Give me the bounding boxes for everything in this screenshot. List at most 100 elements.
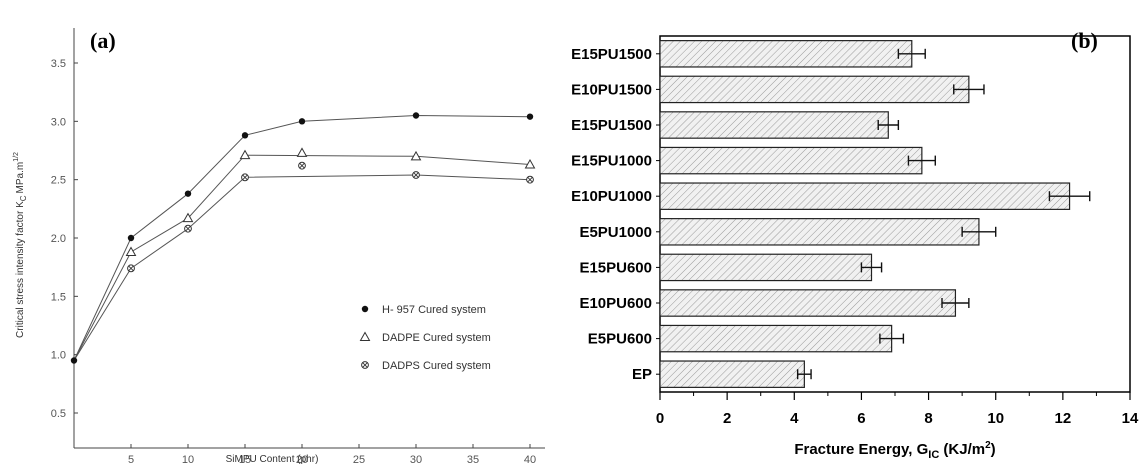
bar [659, 360, 805, 388]
x-tick-label: 20 [296, 454, 308, 464]
category-label: E5PU600 [588, 331, 652, 348]
panel-a-label: (a) [90, 28, 116, 53]
bar-group: E10PU600 [579, 289, 970, 317]
x-tick-label: 6 [857, 410, 865, 427]
y-tick-label: 3.0 [51, 116, 66, 128]
x-tick-label: 15 [239, 454, 251, 464]
bar-group: E15PU1000 [571, 146, 936, 175]
panel-b-x-ticks: 0 2 4 6 8 10 12 14 [656, 392, 1139, 427]
data-point [412, 171, 420, 179]
panel-a-line-chart: (a) 0.5 1.0 1.5 2.0 2.5 3.0 3.5 5 10 15 20 25 30 35 4… [13, 28, 545, 464]
data-point [412, 112, 420, 119]
bar-group: E5PU600 [588, 324, 905, 353]
bar [659, 111, 889, 139]
category-label: E10PU1000 [571, 188, 652, 205]
y-tick-label: 1.0 [51, 350, 66, 362]
data-point [241, 173, 249, 182]
panel-a-x-axis-title: SiMPU Content (phr) [226, 454, 319, 464]
x-tick-label: 0 [656, 410, 664, 427]
bar-group: E5PU1000 [579, 218, 997, 246]
series-2 [73, 147, 536, 361]
origin-point [70, 357, 78, 364]
bar-group: E10PU1000 [571, 182, 1091, 210]
data-point [127, 264, 135, 273]
x-tick-label: 8 [924, 410, 932, 427]
category-label: E15PU1500 [571, 117, 652, 134]
data-point [125, 246, 137, 256]
data-point [184, 224, 192, 233]
y-tick-label: 0.5 [51, 408, 66, 420]
data-point [298, 161, 306, 170]
bar [659, 40, 913, 68]
x-tick-label: 35 [467, 454, 479, 464]
x-tick-label: 12 [1055, 410, 1072, 427]
data-point [127, 234, 135, 242]
bar [659, 146, 923, 175]
panel-a-series [70, 112, 536, 364]
y-title-sup: 1/2 [13, 152, 20, 162]
x-tick-label: 10 [182, 454, 194, 464]
x-tick-label: 4 [790, 410, 799, 427]
legend-label: DADPS Cured system [382, 360, 491, 372]
series-3 [73, 161, 534, 361]
y-tick-label: 2.5 [51, 175, 66, 187]
series-line [73, 154, 531, 361]
legend-marker [361, 361, 369, 369]
y-tick-label: 1.5 [51, 291, 66, 303]
y-title-sub: C [19, 195, 28, 201]
bar-group: E15PU600 [579, 253, 883, 282]
x-tick-label: 10 [987, 410, 1004, 427]
x-title-sup: 2 [985, 440, 991, 451]
category-label: E15PU600 [579, 259, 652, 276]
bar [659, 218, 980, 246]
data-point [241, 132, 249, 139]
data-point [526, 113, 534, 120]
series-1 [73, 112, 534, 361]
y-tick-label: 3.5 [51, 58, 66, 70]
legend-marker [361, 305, 369, 313]
category-label: E10PU600 [579, 295, 652, 312]
panel-b-x-axis-title: Fracture Energy, GIC (KJ/m2) [794, 440, 995, 461]
bar [659, 289, 957, 317]
x-tick-label: 5 [128, 454, 134, 464]
bar [659, 324, 893, 353]
bar-group: EP [632, 360, 812, 388]
x-tick-label: 30 [410, 454, 422, 464]
y-title-main: Critical stress intensity factor K [15, 201, 26, 338]
panel-b-label: (b) [1071, 28, 1098, 53]
data-point [296, 147, 308, 157]
category-label: E5PU1000 [579, 224, 652, 241]
category-label: E15PU1500 [571, 46, 652, 63]
x-title-unit-post: ) [991, 441, 996, 458]
bar [659, 182, 1071, 210]
legend-label: DADPE Cured system [382, 332, 491, 344]
legend-marker [359, 331, 371, 341]
bar-group: E15PU1500 [571, 40, 926, 68]
data-point [524, 158, 536, 169]
series-line [73, 174, 531, 361]
y-tick-label: 2.0 [51, 233, 66, 245]
data-point [184, 190, 192, 197]
panel-b-bar-chart: (b) E15PU1500 E10PU1500 E15PU1500 E15PU1000… [571, 28, 1139, 461]
bar [659, 75, 970, 104]
data-point [239, 149, 251, 160]
category-label: EP [632, 366, 652, 383]
x-title-unit-pre: (KJ/m [939, 441, 985, 458]
data-point [526, 175, 534, 184]
panel-a-x-ticks: 5 10 15 20 25 30 35 40 [128, 444, 536, 464]
x-tick-label: 2 [723, 410, 731, 427]
panel-a-legend: H- 957 Cured system DADPE Cured system DAD… [359, 304, 491, 372]
x-title-main: Fracture Energy, G [794, 441, 928, 458]
data-point [182, 212, 194, 223]
bar-group: E15PU1500 [571, 111, 900, 139]
category-label: E15PU1000 [571, 153, 652, 170]
panel-b-bars: E15PU1500 E10PU1500 E15PU1500 E15PU1000 E10P… [571, 40, 1091, 388]
data-point [410, 150, 422, 161]
category-label: E10PU1500 [571, 81, 652, 98]
bar-group: E10PU1500 [571, 75, 985, 104]
y-title-unit: MPa.m [15, 162, 26, 194]
data-point [298, 118, 306, 125]
x-tick-label: 40 [524, 454, 536, 464]
panel-a-y-axis-title: Critical stress intensity factor KCMPa.m… [13, 152, 28, 338]
